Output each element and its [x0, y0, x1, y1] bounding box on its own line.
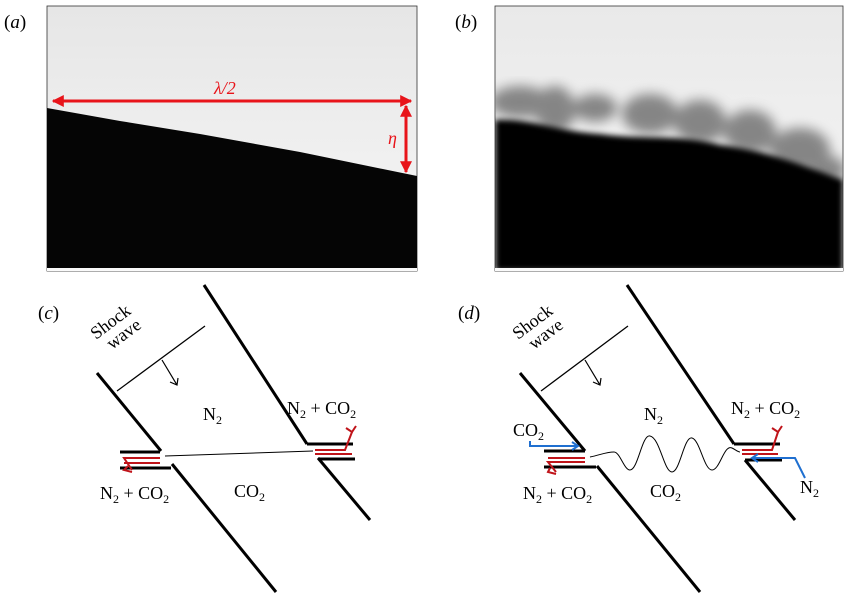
right-wall-upper	[625, 284, 736, 445]
right-wall-lower	[743, 459, 797, 521]
left-slot	[120, 450, 171, 473]
right-wall-lower	[316, 457, 372, 521]
lower-gas-label: CO2	[234, 481, 265, 504]
right-wall-upper	[202, 284, 309, 445]
shock-wave-line	[540, 325, 629, 392]
panel-b: (b)	[455, 5, 844, 272]
left-exhaust-label: N2 + CO2	[523, 483, 592, 506]
interface-line	[164, 450, 314, 457]
left-wall-lower	[170, 463, 278, 593]
panel-d: (d) Shock wave N2 CO2 N2 + CO2 N2 + CO2 …	[458, 284, 819, 593]
mixing-plumes	[495, 86, 843, 184]
right-slot	[307, 425, 357, 461]
blue-inlet-arrow	[752, 457, 806, 479]
lower-gas-label: CO2	[650, 481, 681, 504]
panel-b-label: (b)	[455, 12, 477, 33]
shock-direction-arrow	[161, 359, 179, 386]
panel-c-label: (c)	[38, 303, 59, 324]
panel-a: (a) λ/2 η	[4, 5, 418, 272]
panel-a-dark-region	[47, 108, 417, 271]
panel-c: (c) Shock wave N2 CO2 N2 + CO2 N2 + CO2	[38, 284, 372, 593]
left-inlet-label: CO2	[513, 420, 544, 443]
shock-wave-line	[116, 325, 206, 392]
upper-gas-label: N2	[644, 404, 663, 427]
panel-a-label: (a)	[4, 12, 26, 33]
left-wall-lower	[595, 465, 702, 593]
amplitude-label: η	[388, 128, 397, 148]
left-slot	[529, 441, 596, 475]
wavelength-label: λ/2	[213, 78, 236, 98]
upper-gas-label: N2	[203, 404, 222, 427]
blue-inlet-arrow	[529, 441, 578, 447]
right-exhaust-label: N2 + CO2	[287, 398, 356, 421]
right-slot	[734, 425, 806, 479]
left-wall-upper	[95, 372, 163, 452]
panel-d-label: (d)	[458, 303, 480, 324]
perturbed-interface	[589, 435, 741, 473]
right-exhaust-label: N2 + CO2	[731, 398, 800, 421]
shock-direction-arrow	[584, 359, 602, 386]
left-wall-upper	[518, 372, 587, 452]
left-exhaust-label: N2 + CO2	[100, 483, 169, 506]
right-inlet-label: N2	[800, 477, 819, 500]
